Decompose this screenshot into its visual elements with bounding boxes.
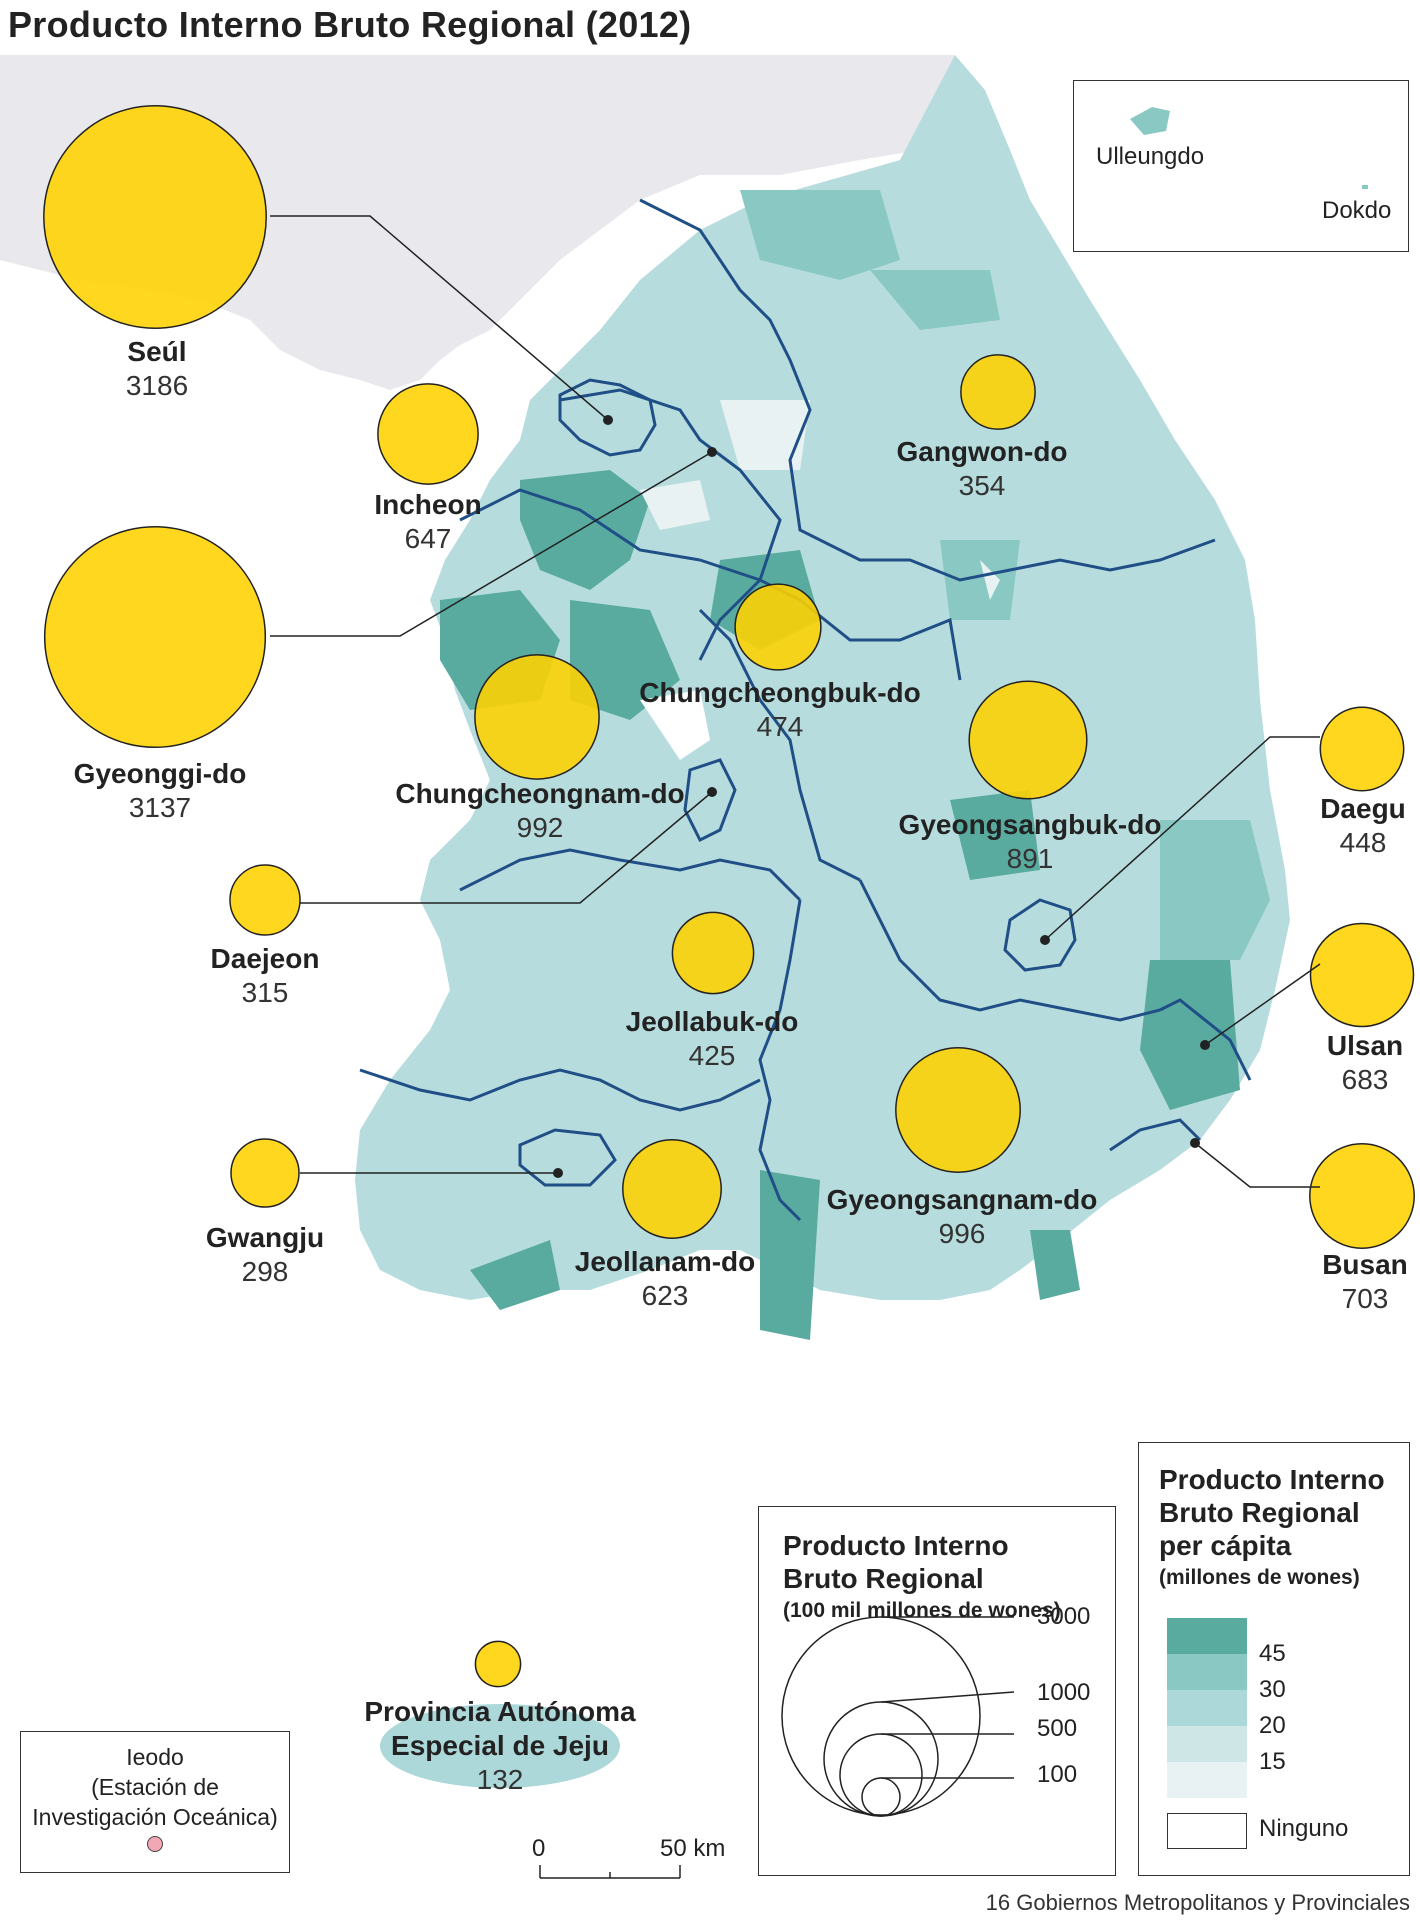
north-korea-area bbox=[0, 55, 955, 390]
region-patch bbox=[1160, 820, 1270, 960]
ieodo-marker bbox=[147, 1836, 163, 1852]
label-chungbuk: Chungcheongbuk-do 474 bbox=[639, 677, 921, 742]
jeju-island bbox=[380, 1704, 620, 1788]
region-patch bbox=[640, 480, 710, 530]
none-label: Ninguno bbox=[1259, 1815, 1349, 1842]
label-chungnam: Chungcheongnam-do 992 bbox=[395, 778, 685, 843]
region-patch bbox=[1140, 960, 1240, 1110]
size-legend-value: 100 bbox=[1037, 1761, 1078, 1788]
size-legend-value: 500 bbox=[1037, 1715, 1078, 1742]
color-class-label: 15 bbox=[1259, 1748, 1286, 1775]
color-class-label: 45 bbox=[1259, 1640, 1286, 1667]
color-swatch bbox=[1167, 1690, 1247, 1726]
bubble-chungnam bbox=[474, 654, 600, 780]
islands-inset: Ulleungdo Dokdo bbox=[1073, 80, 1409, 252]
color-swatch bbox=[1167, 1762, 1247, 1798]
color-class-label: 30 bbox=[1259, 1676, 1286, 1703]
color-legend: Producto Interno Bruto Regional per cápi… bbox=[1138, 1442, 1410, 1876]
ieodo-desc-line: (Estación de bbox=[91, 1774, 219, 1800]
bubble-gyeonggi bbox=[43, 525, 267, 749]
label-daejeon: Daejeon 315 bbox=[210, 943, 320, 1008]
region-patch bbox=[1030, 1230, 1080, 1300]
south-korea-mainland bbox=[355, 55, 1290, 1300]
region-patch bbox=[640, 690, 710, 760]
scale-bar bbox=[539, 1865, 681, 1879]
label-ulsan: Ulsan 683 bbox=[1326, 1030, 1404, 1095]
region-patch bbox=[940, 540, 1020, 620]
color-swatch bbox=[1167, 1726, 1247, 1762]
scale-zero: 0 bbox=[532, 1835, 546, 1862]
color-legend-title: Producto Interno Bruto Regional per cápi… bbox=[1159, 1464, 1385, 1589]
color-class-label: 20 bbox=[1259, 1712, 1286, 1739]
map-title: Producto Interno Bruto Regional (2012) bbox=[8, 4, 692, 45]
bubble-daejeon bbox=[229, 864, 301, 936]
label-gyeongnam: Gyeongsangnam-do 996 bbox=[826, 1184, 1098, 1249]
ulleungdo-label: Ulleungdo bbox=[1096, 143, 1205, 170]
bubble-daegu bbox=[1319, 706, 1405, 792]
region-patch bbox=[720, 400, 810, 470]
region-patch bbox=[570, 600, 680, 720]
region-patch bbox=[950, 790, 1040, 880]
footer-note: 16 Gobiernos Metropolitanos y Provincial… bbox=[985, 1890, 1410, 1915]
color-swatch bbox=[1167, 1654, 1247, 1690]
label-daegu: Daegu 448 bbox=[1320, 793, 1406, 858]
province-boundaries bbox=[359, 198, 1252, 1222]
label-jeonbuk: Jeollabuk-do 425 bbox=[625, 1006, 799, 1071]
label-gyeongbuk: Gyeongsangbuk-do 891 bbox=[898, 809, 1162, 874]
region-patch bbox=[980, 560, 1000, 600]
leader-lines bbox=[270, 215, 1321, 1188]
region-patch bbox=[870, 270, 1000, 330]
location-dots bbox=[553, 415, 1210, 1178]
label-incheon: Incheon 647 bbox=[374, 489, 482, 554]
size-legend-value: 3000 bbox=[1037, 1603, 1091, 1630]
bubble-seoul bbox=[43, 105, 267, 329]
dokdo-shape bbox=[1362, 185, 1368, 189]
bubble-gwangju bbox=[230, 1138, 300, 1208]
label-busan: Busan 703 bbox=[1322, 1249, 1408, 1314]
ieodo-inset: Ieodo (Estación de Investigación Oceánic… bbox=[20, 1731, 290, 1873]
region-patch bbox=[760, 1170, 820, 1340]
label-gangwon: Gangwon-do 354 bbox=[896, 436, 1068, 501]
region-patch bbox=[740, 190, 900, 280]
bubble-jeju bbox=[474, 1640, 522, 1688]
ieodo-desc-line: Investigación Oceánica) bbox=[32, 1804, 278, 1830]
bubble-gyeongbuk bbox=[968, 680, 1088, 800]
ieodo-label: Ieodo bbox=[126, 1744, 184, 1770]
bubble-gyeongnam bbox=[895, 1047, 1021, 1173]
size-legend: Producto Interno Bruto Regional (100 mil… bbox=[758, 1506, 1116, 1876]
bubble-busan bbox=[1309, 1143, 1415, 1249]
label-jeonnam: Jeollanam-do 623 bbox=[574, 1246, 756, 1311]
label-seoul: Seúl 3186 bbox=[125, 336, 189, 401]
label-jeju: Provincia Autónoma Especial de Jeju 132 bbox=[364, 1696, 636, 1795]
bubble-gangwon bbox=[960, 354, 1036, 430]
dokdo-label: Dokdo bbox=[1322, 197, 1392, 224]
region-patch bbox=[470, 1240, 560, 1310]
bubble-chungbuk bbox=[734, 583, 822, 671]
size-legend-value: 1000 bbox=[1037, 1679, 1091, 1706]
label-gwangju: Gwangju 298 bbox=[205, 1222, 325, 1287]
bubble-incheon bbox=[377, 383, 479, 485]
label-gyeonggi: Gyeonggi-do 3137 bbox=[73, 758, 247, 823]
scale-fifty: 50 km bbox=[660, 1835, 726, 1862]
bubble-ulsan bbox=[1309, 922, 1415, 1028]
none-swatch bbox=[1167, 1813, 1247, 1849]
bubble-jeonnam bbox=[622, 1139, 722, 1239]
bubble-jeonbuk bbox=[671, 911, 755, 995]
color-swatch bbox=[1167, 1618, 1247, 1654]
size-legend-circles bbox=[781, 1616, 1015, 1817]
gdp-bubbles bbox=[43, 105, 1415, 1688]
ulleungdo-shape bbox=[1130, 107, 1170, 135]
